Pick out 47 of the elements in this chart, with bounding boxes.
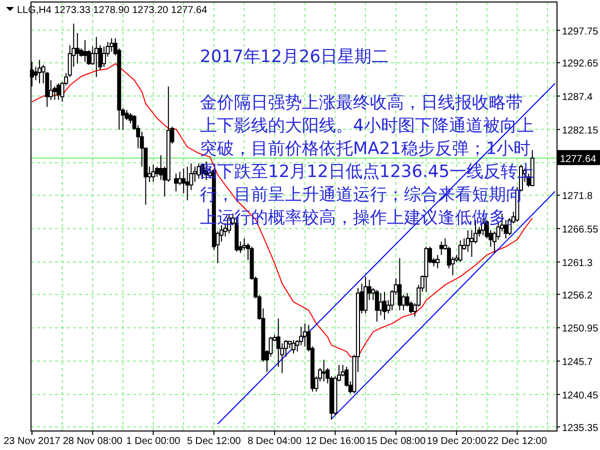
- candlestick: [398, 258, 402, 311]
- candlestick: [196, 162, 201, 180]
- x-tick-label: 23 Nov 2017: [4, 436, 61, 447]
- candlestick: [178, 171, 182, 186]
- candlestick: [151, 164, 156, 182]
- x-tick-label: 28 Nov 08:00: [62, 436, 123, 447]
- candlestick: [158, 154, 163, 180]
- candlestick: [102, 46, 106, 68]
- y-tick-label: 1292.65: [562, 58, 599, 70]
- candlestick: [364, 276, 368, 314]
- y-tick-label: 1282.15: [562, 125, 599, 136]
- y-tick-label: 1261.3: [562, 258, 594, 269]
- y-tick-label: 1271.8: [562, 191, 594, 202]
- x-tick-label: 15 Dec 08:00: [366, 436, 426, 447]
- y-tick-label: 1235.35: [562, 422, 599, 434]
- candlestick: [470, 230, 474, 258]
- candlestick: [302, 323, 307, 347]
- y-tick-label: 1266.55: [562, 224, 599, 236]
- candlestick: [94, 36, 98, 78]
- candlestick: [242, 238, 246, 250]
- x-tick-label: 12 Dec 16:00: [305, 436, 366, 447]
- y-tick-label: 1287.4: [562, 92, 594, 104]
- y-tick-label: 1297.75: [562, 26, 599, 38]
- candlestick: [378, 292, 383, 316]
- candlestick: [436, 254, 440, 269]
- annotation: 2017年12月26日星期二: [200, 46, 390, 69]
- candlestick: [83, 40, 88, 62]
- x-tick-label: 22 Dec 12:00: [487, 436, 548, 447]
- candlestick: [374, 289, 379, 322]
- candlestick: [174, 173, 178, 192]
- candlestick: [56, 82, 60, 100]
- x-tick-label: 1 Dec 00:00: [126, 436, 181, 447]
- candlestick: [292, 340, 296, 354]
- x-tick-label: 8 Dec 04:00: [248, 436, 302, 447]
- candlestick: [110, 38, 114, 52]
- y-tick-label: 1240.45: [562, 390, 599, 402]
- candlestick: [382, 291, 387, 320]
- x-tick-label: 19 Dec 20:00: [426, 436, 487, 447]
- candlestick: [38, 59, 42, 84]
- y-tick-label: 1250.95: [562, 324, 599, 335]
- ref-line-label: 1277.64: [560, 154, 597, 166]
- x-tick-label: 5 Dec 12:00: [186, 436, 242, 447]
- line-series: [31, 63, 533, 358]
- candlestick: [75, 32, 80, 64]
- y-tick-label: 1245.7: [562, 357, 594, 368]
- y-tick-label: 1256.2: [562, 290, 594, 302]
- candlestick: [458, 240, 462, 262]
